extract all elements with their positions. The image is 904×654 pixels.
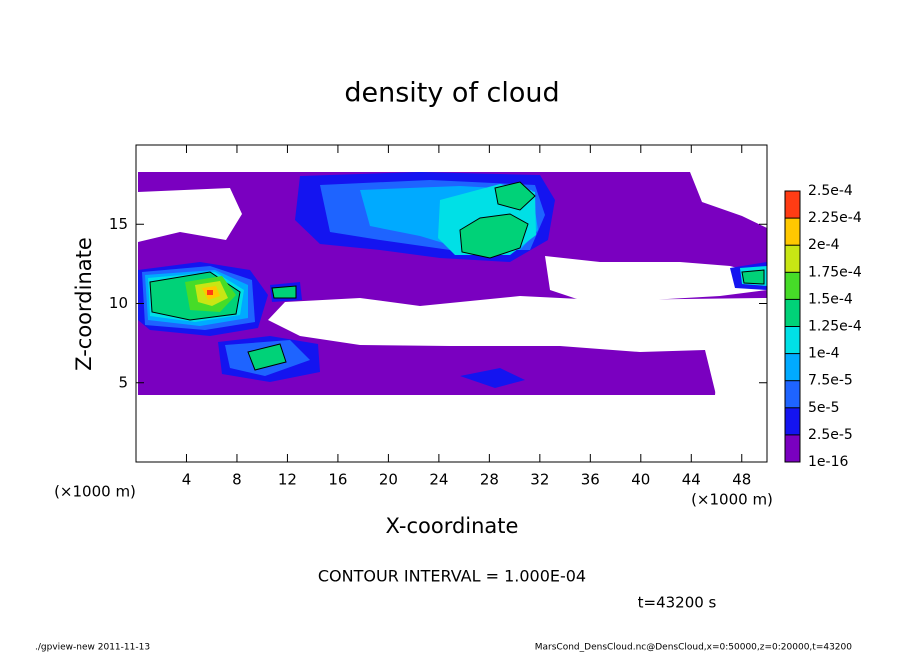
y-tick-label: 5 — [118, 373, 128, 391]
x-tick-label: 44 — [682, 471, 701, 489]
contour-region — [247, 343, 287, 371]
colorbar-label: 2e-4 — [808, 237, 840, 253]
x-tick-label: 4 — [182, 471, 192, 489]
colorbar-label: 2.25e-4 — [808, 210, 862, 226]
colorbar-label: 1.25e-4 — [808, 319, 862, 335]
empty-region — [268, 296, 767, 395]
colorbar-band — [785, 434, 800, 462]
x-tick-label: 12 — [278, 471, 297, 489]
colorbar-band — [785, 326, 800, 354]
footer-left: ./gpview-new 2011-11-13 — [35, 643, 150, 653]
x-tick-label: 20 — [379, 471, 398, 489]
x-axis-title: X-coordinate — [386, 514, 519, 538]
x-tick-label: 48 — [732, 471, 751, 489]
colorbar-band — [785, 407, 800, 435]
x-tick-label: 32 — [530, 471, 549, 489]
x-tick-label: 8 — [232, 471, 242, 489]
x-tick-label: 24 — [429, 471, 448, 489]
colorbar-label: 1.75e-4 — [808, 264, 862, 280]
colorbar-label: 1e-4 — [808, 346, 840, 362]
contour-region — [741, 269, 765, 285]
chart-title: density of cloud — [344, 78, 559, 109]
x-tick-label: 36 — [581, 471, 600, 489]
y-tick-label: 10 — [109, 294, 128, 312]
contour-region — [459, 213, 529, 259]
colorbar-band — [785, 191, 800, 219]
x-tick-label: 16 — [328, 471, 347, 489]
contour-interval: CONTOUR INTERVAL = 1.000E-04 — [318, 567, 586, 586]
contour-region — [460, 368, 525, 388]
contour-region — [494, 181, 536, 211]
empty-region — [545, 256, 767, 300]
contour-field — [138, 172, 767, 395]
colorbar-band — [785, 218, 800, 246]
footer-right: MarsCond_DensCloud.nc@DensCloud,x=0:5000… — [535, 643, 852, 653]
colorbar-band — [785, 272, 800, 300]
colorbar-label: 2.5e-5 — [808, 427, 853, 443]
colorbar-band — [785, 299, 800, 327]
colorbar-label: 2.5e-4 — [808, 183, 853, 199]
x-tick-label: 28 — [480, 471, 499, 489]
colorbar-label: 7.5e-5 — [808, 373, 853, 389]
x-unit-label: (×1000 m) — [54, 483, 136, 501]
time-label: t=43200 s — [638, 594, 717, 612]
colorbar-label: 1e-16 — [808, 454, 848, 470]
empty-region — [690, 172, 767, 228]
colorbar-label: 1.5e-4 — [808, 291, 853, 307]
colorbar-band — [785, 353, 800, 381]
x-tick-label: 40 — [631, 471, 650, 489]
colorbar-label: 5e-5 — [808, 400, 839, 416]
y-axis-title: Z-coordinate — [72, 237, 96, 371]
x-unit-label: (×1000 m) — [691, 491, 773, 509]
y-tick-label: 15 — [109, 215, 128, 233]
colorbar-band — [785, 245, 800, 273]
contour-region — [271, 285, 297, 299]
colorbar-band — [785, 380, 800, 408]
empty-region — [138, 188, 242, 242]
contour-region — [207, 290, 213, 295]
